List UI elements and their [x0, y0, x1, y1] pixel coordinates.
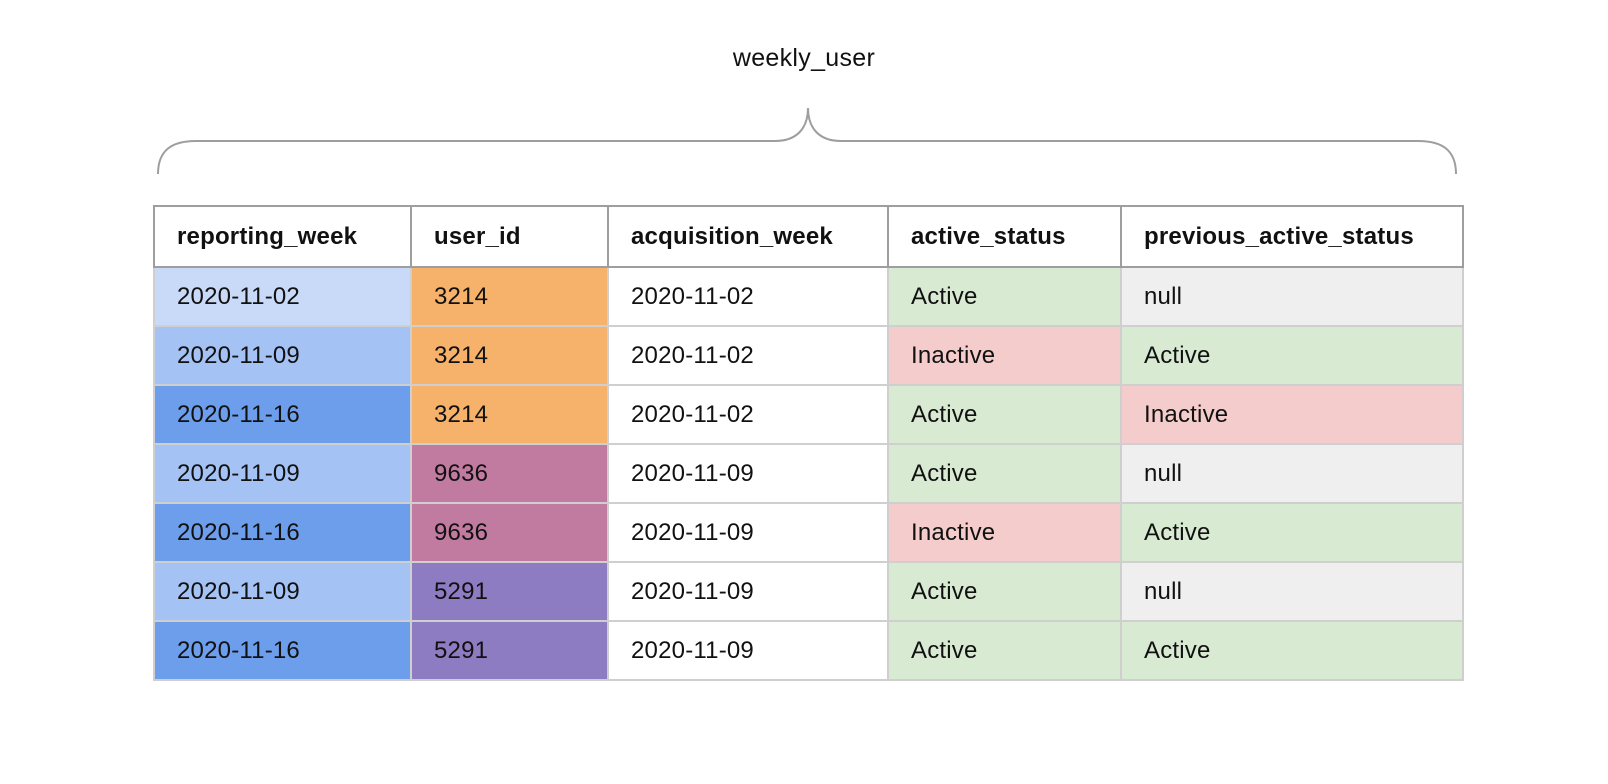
table-row: 2020-11-02 3214 2020-11-02 Active null	[153, 266, 1464, 327]
cell-active-status: Active	[887, 384, 1122, 445]
cell-user-id: 3214	[410, 325, 609, 386]
cell-active-status: Active	[887, 443, 1122, 504]
table-row: 2020-11-16 9636 2020-11-09 Inactive Acti…	[153, 502, 1464, 563]
cell-reporting-week: 2020-11-02	[153, 266, 412, 327]
grouping-brace	[157, 107, 1457, 175]
cell-user-id: 5291	[410, 620, 609, 681]
header-row: reporting_week user_id acquisition_week …	[153, 205, 1464, 268]
cell-acquisition-week: 2020-11-09	[607, 561, 889, 622]
table-row: 2020-11-09 5291 2020-11-09 Active null	[153, 561, 1464, 622]
header-previous-active-status: previous_active_status	[1120, 205, 1464, 268]
cell-previous-active-status: null	[1120, 443, 1464, 504]
cell-acquisition-week: 2020-11-09	[607, 620, 889, 681]
table-row: 2020-11-16 3214 2020-11-02 Active Inacti…	[153, 384, 1464, 445]
cell-user-id: 3214	[410, 384, 609, 445]
cell-active-status: Inactive	[887, 325, 1122, 386]
cell-user-id: 9636	[410, 443, 609, 504]
cell-active-status: Active	[887, 620, 1122, 681]
cell-acquisition-week: 2020-11-02	[607, 384, 889, 445]
table-row: 2020-11-09 3214 2020-11-02 Inactive Acti…	[153, 325, 1464, 386]
cell-active-status: Active	[887, 266, 1122, 327]
cell-user-id: 3214	[410, 266, 609, 327]
cell-reporting-week: 2020-11-16	[153, 502, 412, 563]
cell-acquisition-week: 2020-11-09	[607, 502, 889, 563]
header-active-status: active_status	[887, 205, 1122, 268]
cell-previous-active-status: Active	[1120, 620, 1464, 681]
cell-acquisition-week: 2020-11-09	[607, 443, 889, 504]
cell-active-status: Active	[887, 561, 1122, 622]
cell-previous-active-status: null	[1120, 561, 1464, 622]
table-row: 2020-11-16 5291 2020-11-09 Active Active	[153, 620, 1464, 681]
cell-reporting-week: 2020-11-09	[153, 325, 412, 386]
cell-acquisition-week: 2020-11-02	[607, 266, 889, 327]
cell-user-id: 5291	[410, 561, 609, 622]
header-acquisition-week: acquisition_week	[607, 205, 889, 268]
cell-reporting-week: 2020-11-09	[153, 443, 412, 504]
cell-acquisition-week: 2020-11-02	[607, 325, 889, 386]
table-title: weekly_user	[732, 44, 876, 72]
cell-previous-active-status: Inactive	[1120, 384, 1464, 445]
cell-previous-active-status: Active	[1120, 502, 1464, 563]
header-user-id: user_id	[410, 205, 609, 268]
cell-reporting-week: 2020-11-16	[153, 384, 412, 445]
cell-user-id: 9636	[410, 502, 609, 563]
header-reporting-week: reporting_week	[153, 205, 412, 268]
cell-previous-active-status: null	[1120, 266, 1464, 327]
weekly-user-table: reporting_week user_id acquisition_week …	[153, 205, 1464, 681]
brace-path	[157, 107, 1457, 175]
cell-reporting-week: 2020-11-09	[153, 561, 412, 622]
cell-previous-active-status: Active	[1120, 325, 1464, 386]
table-row: 2020-11-09 9636 2020-11-09 Active null	[153, 443, 1464, 504]
cell-reporting-week: 2020-11-16	[153, 620, 412, 681]
cell-active-status: Inactive	[887, 502, 1122, 563]
